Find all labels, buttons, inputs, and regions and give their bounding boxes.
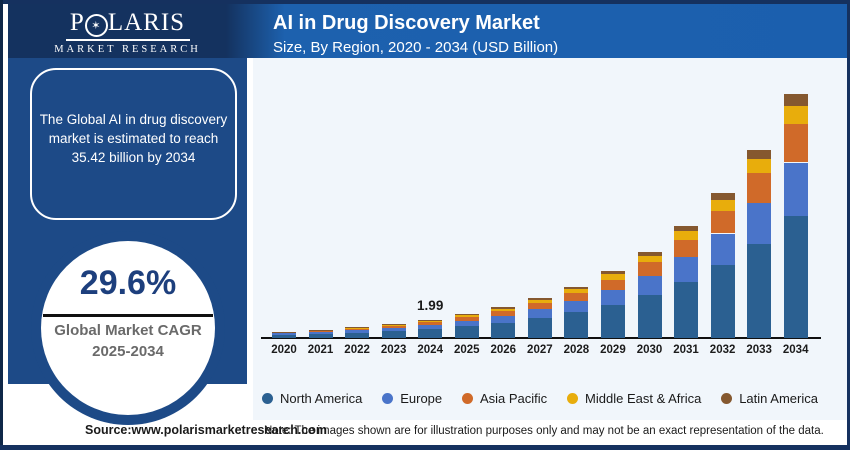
frame-border-left	[0, 0, 3, 450]
legend-item-north-america: North America	[262, 391, 362, 406]
logo-word-start: P	[69, 9, 85, 36]
star-glyph: ✶	[91, 19, 102, 32]
logo-tagline: MARKET RESEARCH	[54, 44, 201, 55]
cagr-divider	[43, 314, 213, 317]
legend-item-latin-america: Latin America	[721, 391, 818, 406]
compass-star-icon: ✶	[84, 14, 108, 37]
legend-item-europe: Europe	[382, 391, 442, 406]
polaris-logo: P ✶ LARIS MARKET RESEARCH	[8, 10, 247, 56]
cagr-circle	[41, 241, 215, 415]
legend-dot-icon	[262, 392, 273, 404]
page-subtitle: Size, By Region, 2020 - 2034 (USD Billio…	[273, 39, 559, 56]
source-text: Source:www.polarismarketresearch.com	[85, 423, 327, 437]
frame-border-bottom	[0, 445, 850, 450]
legend-item-middle-east-africa: Middle East & Africa	[567, 391, 701, 406]
legend-label: Europe	[400, 390, 443, 406]
legend-dot-icon	[382, 392, 394, 404]
legend-label: Middle East & Africa	[585, 390, 702, 406]
legend-item-asia-pacific: Asia Pacific	[461, 390, 548, 406]
logo-wordmark: P ✶ LARIS	[8, 10, 247, 37]
legend-dot-icon	[721, 392, 733, 404]
legend-dot-icon	[461, 392, 473, 404]
header-band: P ✶ LARIS MARKET RESEARCH AI in Drug Disco…	[8, 4, 847, 58]
chart-panel	[253, 58, 847, 420]
estimate-text: The Global AI in drug discovery market i…	[39, 111, 228, 165]
page-title: AI in Drug Discovery Market	[273, 12, 540, 34]
frame-border-top	[0, 0, 850, 4]
cagr-caption: Global Market CAGR	[54, 322, 202, 339]
legend-dot-icon	[567, 392, 579, 404]
legend-label: Latin America	[739, 390, 818, 406]
legend-label: Asia Pacific	[479, 390, 548, 406]
estimate-callout-box: The Global AI in drug discovery market i…	[30, 68, 237, 220]
logo-divider	[65, 39, 190, 41]
frame-border-right	[847, 0, 850, 450]
logo-word-end: LARIS	[107, 9, 186, 36]
cagr-period: 2025-2034	[92, 343, 164, 360]
legend-label: North America	[280, 390, 363, 406]
cagr-value: 29.6%	[79, 264, 177, 302]
note-text: Note: The images shown are for illustrat…	[264, 425, 824, 437]
chart-legend: North America Europe Asia Pacific Middle Ea…	[262, 389, 818, 407]
